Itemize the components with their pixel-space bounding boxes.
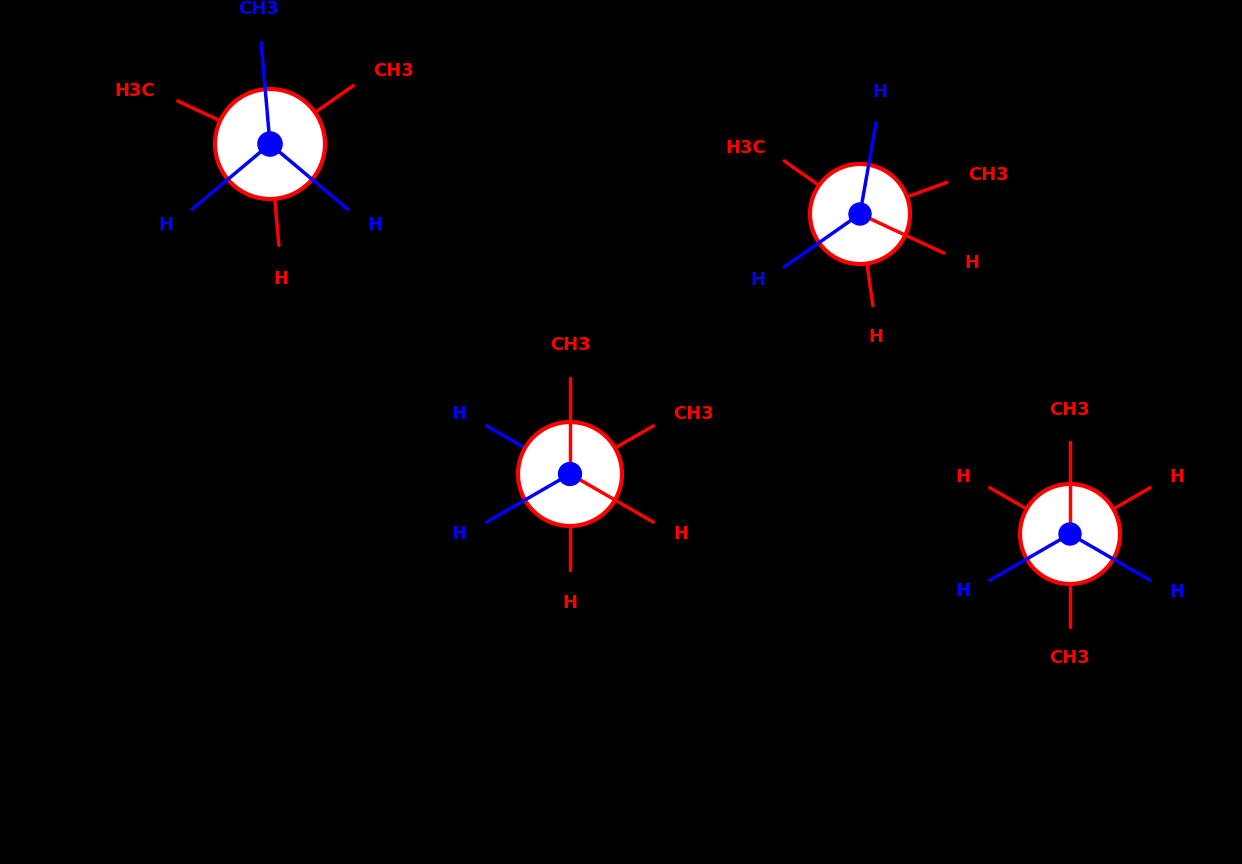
Circle shape [559,462,581,486]
Text: H: H [955,582,970,600]
Text: H: H [563,594,578,612]
Text: H: H [751,271,766,289]
Text: CH3: CH3 [1049,401,1090,419]
Text: H: H [1170,467,1185,486]
Text: H: H [451,524,467,543]
Text: CH3: CH3 [673,405,714,423]
Circle shape [1059,523,1081,545]
Text: H: H [158,216,173,234]
Text: H: H [868,327,883,346]
Text: CH3: CH3 [550,336,590,354]
Circle shape [215,89,325,199]
Text: H: H [273,270,288,288]
Text: H3C: H3C [725,139,766,157]
Text: H: H [451,405,467,423]
Text: H: H [964,254,979,271]
Text: H3C: H3C [114,81,155,99]
Text: H: H [872,83,888,101]
Text: H: H [673,524,688,543]
Circle shape [1020,484,1120,584]
Text: CH3: CH3 [374,62,415,80]
Circle shape [258,132,282,156]
Text: H: H [366,216,381,234]
Text: H: H [955,467,970,486]
Circle shape [810,164,910,264]
Text: CH3: CH3 [238,0,279,18]
Text: CH3: CH3 [1049,649,1090,667]
Circle shape [850,203,871,225]
Circle shape [518,422,622,526]
Text: CH3: CH3 [968,166,1009,184]
Text: H: H [1170,582,1185,600]
